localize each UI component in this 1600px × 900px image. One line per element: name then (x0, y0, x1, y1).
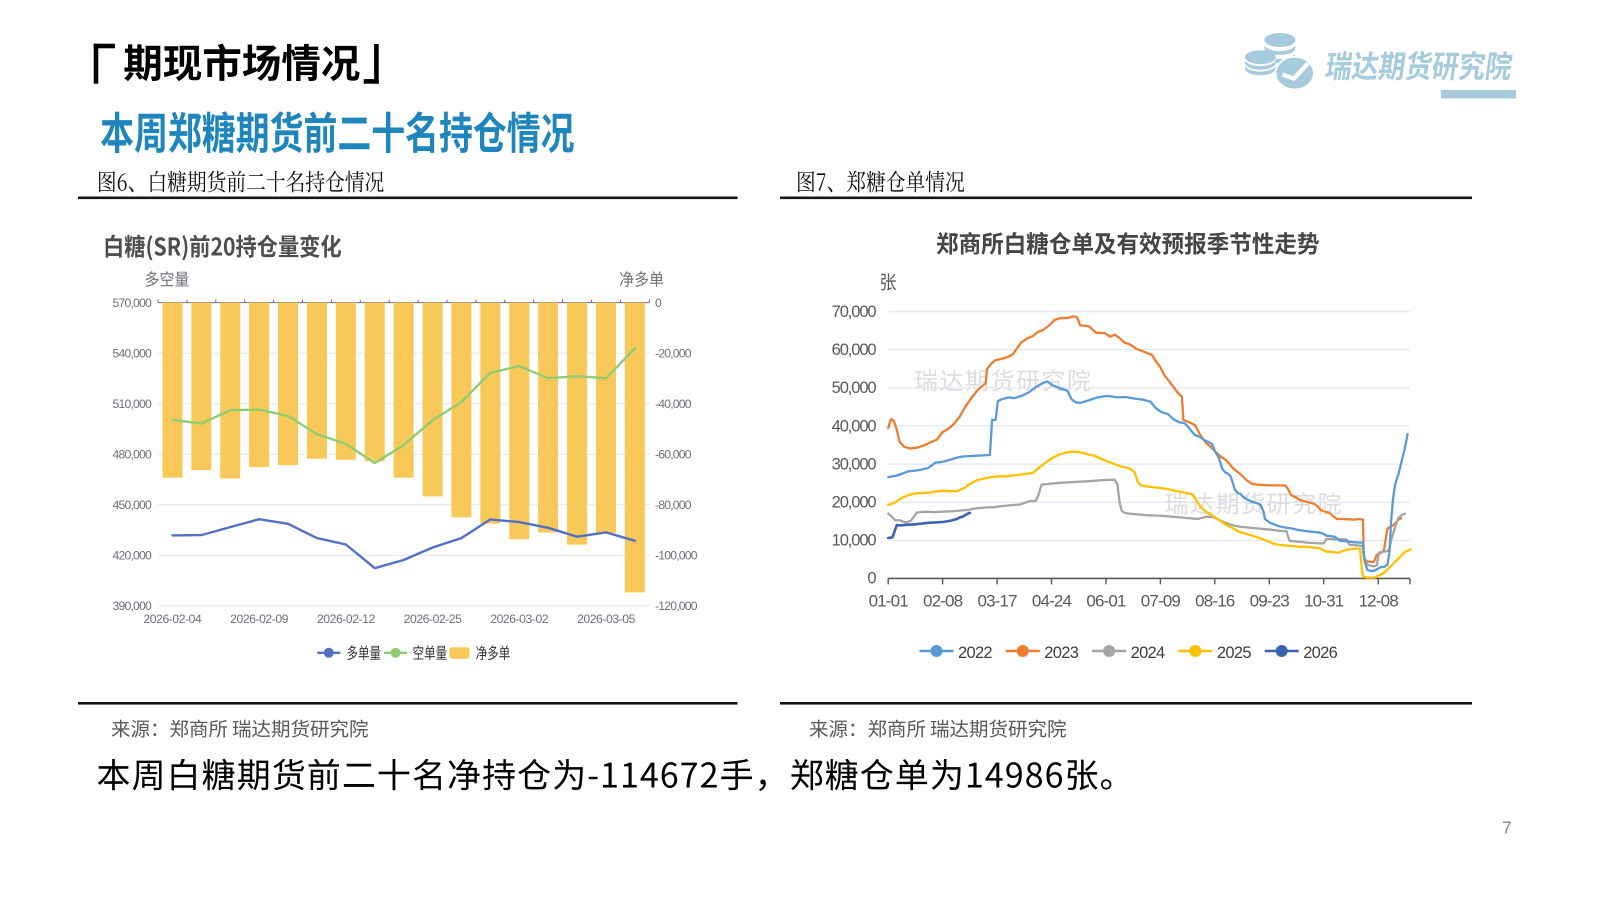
svg-text:10,000: 10,000 (832, 532, 877, 550)
svg-text:-20,000: -20,000 (655, 347, 692, 361)
svg-text:-120,000: -120,000 (655, 599, 698, 613)
svg-text:7: 7 (1502, 818, 1512, 838)
svg-text:09-23: 09-23 (1250, 592, 1290, 611)
svg-text:-40,000: -40,000 (655, 397, 692, 411)
svg-text:20,000: 20,000 (832, 494, 877, 512)
svg-text:0: 0 (655, 296, 662, 310)
svg-text:07-09: 07-09 (1141, 592, 1181, 611)
svg-text:480,000: 480,000 (113, 448, 152, 462)
svg-text:50,000: 50,000 (832, 379, 877, 397)
svg-text:450,000: 450,000 (113, 498, 152, 512)
svg-text:03-17: 03-17 (977, 592, 1017, 611)
svg-text:02-08: 02-08 (923, 592, 963, 611)
svg-text:10-31: 10-31 (1304, 592, 1344, 611)
svg-text:70,000: 70,000 (832, 303, 877, 321)
svg-text:570,000: 570,000 (113, 296, 152, 310)
svg-text:390,000: 390,000 (113, 599, 152, 613)
svg-text:06-01: 06-01 (1086, 592, 1126, 611)
svg-text:-80,000: -80,000 (655, 498, 692, 512)
svg-text:40,000: 40,000 (832, 417, 877, 435)
svg-text:420,000: 420,000 (113, 549, 152, 563)
svg-text:60,000: 60,000 (832, 341, 877, 359)
svg-text:2026-02-12: 2026-02-12 (317, 612, 376, 626)
svg-text:2023: 2023 (1044, 644, 1078, 662)
svg-text:510,000: 510,000 (113, 397, 152, 411)
svg-text:-100,000: -100,000 (655, 549, 698, 563)
svg-text:30,000: 30,000 (832, 455, 877, 473)
svg-text:-60,000: -60,000 (655, 448, 692, 462)
svg-text:2026-03-05: 2026-03-05 (577, 612, 636, 626)
svg-text:04-24: 04-24 (1032, 592, 1072, 611)
svg-text:01-01: 01-01 (869, 592, 909, 611)
svg-text:2022: 2022 (958, 644, 992, 662)
svg-text:540,000: 540,000 (113, 347, 152, 361)
svg-text:2026: 2026 (1303, 644, 1337, 662)
svg-text:2026-03-02: 2026-03-02 (490, 612, 549, 626)
svg-text:0: 0 (867, 570, 876, 588)
svg-text:2026-02-09: 2026-02-09 (230, 612, 289, 626)
svg-text:2026-02-25: 2026-02-25 (404, 612, 463, 626)
svg-text:2024: 2024 (1131, 644, 1165, 662)
svg-text:2025: 2025 (1217, 644, 1251, 662)
svg-text:08-16: 08-16 (1195, 592, 1235, 611)
svg-text:2026-02-04: 2026-02-04 (143, 612, 202, 626)
svg-text:12-08: 12-08 (1359, 592, 1399, 611)
